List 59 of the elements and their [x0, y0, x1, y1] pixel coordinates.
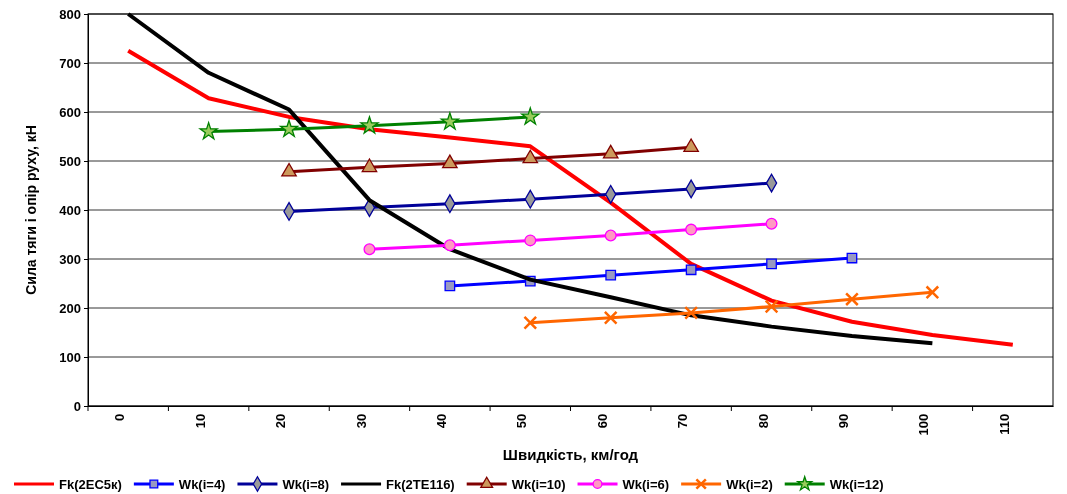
y-tick-label: 600 [59, 104, 81, 120]
line-series [126, 48, 1015, 347]
point [281, 162, 297, 177]
y-tick-label: 700 [59, 55, 81, 71]
legend-label: Wk(i=4) [178, 477, 226, 492]
y-tick-label: 500 [59, 153, 81, 169]
point [443, 239, 456, 252]
x-tick-label: 0 [112, 413, 128, 422]
point [521, 107, 540, 125]
point [603, 310, 618, 325]
point [766, 258, 777, 270]
point [523, 315, 538, 330]
point [522, 149, 539, 164]
y-tick-label: 0 [73, 398, 81, 414]
legend-label: Fk(2ТЕ116) [386, 477, 455, 492]
legend-label: Wk(i=12) [829, 477, 884, 492]
y-tick-label: 200 [59, 300, 81, 316]
point [442, 154, 458, 169]
x-tick-label: 70 [675, 413, 691, 429]
point [683, 138, 699, 153]
x-tick-label: 90 [836, 413, 852, 429]
x-tick-label: 20 [273, 413, 289, 429]
point [844, 292, 860, 307]
x-tick-label: 30 [353, 413, 369, 429]
point [279, 119, 299, 138]
legend-label: Wk(i=6) [622, 477, 670, 492]
point [765, 217, 778, 230]
point [444, 280, 456, 292]
x-tick-label: 10 [192, 413, 208, 429]
legend-label: Wk(i=2) [726, 477, 773, 492]
point [604, 229, 617, 242]
x-tick-label: 80 [755, 413, 771, 429]
legend-label: Wk(i=8) [282, 477, 330, 492]
point [925, 285, 940, 300]
x-tick-label: 100 [916, 413, 932, 436]
y-tick-label: 100 [59, 349, 81, 365]
point [360, 116, 379, 134]
point [440, 112, 460, 130]
y-tick-label: 800 [59, 6, 81, 22]
point [685, 223, 698, 236]
x-tick-label: 40 [433, 413, 449, 429]
y-tick-label: 400 [59, 202, 81, 218]
point [363, 243, 376, 256]
point [361, 158, 378, 173]
point [199, 122, 218, 140]
point [602, 144, 619, 159]
point [605, 269, 617, 281]
legend-label: Wk(i=10) [511, 477, 566, 492]
point [684, 305, 699, 320]
y-tick-label: 300 [59, 251, 81, 267]
point [764, 299, 779, 314]
legend-label: Fk(2ЕС5к) [59, 477, 122, 492]
point [524, 234, 537, 247]
x-tick-label: 60 [594, 413, 610, 429]
x-tick-label: 50 [514, 413, 530, 429]
point [685, 264, 697, 276]
y-axis-title: Сила тяги і опір руху, кН [23, 125, 39, 295]
x-tick-label: 110 [996, 413, 1012, 435]
x-axis-title: Швидкість, км/год [502, 446, 639, 463]
